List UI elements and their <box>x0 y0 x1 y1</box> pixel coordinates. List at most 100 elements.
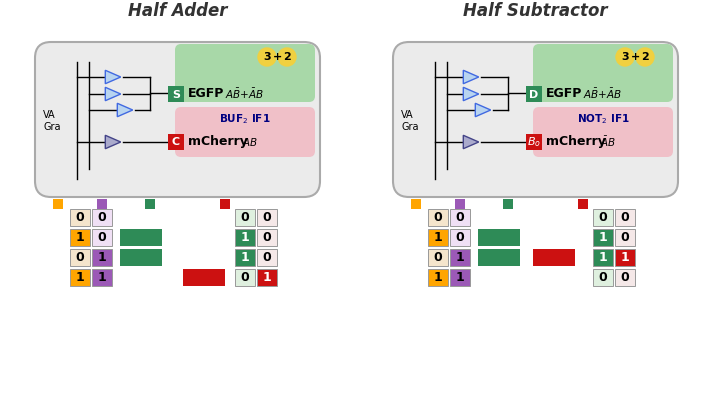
Text: $A\bar{B}$+$\bar{A}B$: $A\bar{B}$+$\bar{A}B$ <box>225 86 264 101</box>
Text: 1: 1 <box>241 231 250 244</box>
Text: 0: 0 <box>434 251 442 264</box>
Bar <box>615 269 635 286</box>
Text: EGFP: EGFP <box>546 87 582 100</box>
Bar <box>428 269 448 286</box>
Text: 0: 0 <box>262 211 271 224</box>
Bar <box>593 209 613 226</box>
Bar <box>70 269 90 286</box>
Bar <box>450 269 470 286</box>
Text: S: S <box>172 90 180 99</box>
Text: BUF$_2$ IF1: BUF$_2$ IF1 <box>219 112 271 126</box>
Bar <box>428 229 448 246</box>
Text: $A\bar{B}$+$\bar{A}B$: $A\bar{B}$+$\bar{A}B$ <box>583 86 622 101</box>
Text: 1: 1 <box>599 251 607 264</box>
Text: 0: 0 <box>262 231 271 244</box>
Polygon shape <box>118 103 133 117</box>
Text: EGFP: EGFP <box>188 87 224 100</box>
Text: +: + <box>630 52 640 62</box>
Bar <box>235 209 255 226</box>
Bar <box>526 86 542 103</box>
Bar <box>526 134 542 150</box>
Text: 1: 1 <box>434 231 442 244</box>
Bar <box>450 209 470 226</box>
Bar <box>92 249 112 266</box>
FancyBboxPatch shape <box>175 44 315 102</box>
Bar <box>615 229 635 246</box>
Text: $\bar{A}B$: $\bar{A}B$ <box>600 135 616 149</box>
Text: mCherry: mCherry <box>546 135 606 148</box>
Text: 1: 1 <box>75 231 85 244</box>
FancyBboxPatch shape <box>393 42 678 197</box>
Text: 0: 0 <box>75 251 85 264</box>
Bar <box>428 209 448 226</box>
Text: VA: VA <box>43 109 56 119</box>
Text: 0: 0 <box>262 251 271 264</box>
Bar <box>53 199 63 209</box>
Bar <box>220 199 230 209</box>
Circle shape <box>278 48 296 66</box>
Text: 2: 2 <box>283 52 291 62</box>
Bar <box>455 199 465 209</box>
Bar <box>183 269 225 286</box>
Text: Half Subtractor: Half Subtractor <box>463 2 608 20</box>
Text: D: D <box>529 90 538 99</box>
Bar <box>92 269 112 286</box>
Circle shape <box>258 48 276 66</box>
FancyBboxPatch shape <box>175 107 315 157</box>
Bar <box>235 229 255 246</box>
Bar <box>257 249 277 266</box>
Text: 1: 1 <box>241 251 250 264</box>
Bar <box>92 209 112 226</box>
Bar <box>450 229 470 246</box>
Bar <box>257 229 277 246</box>
Text: Gra: Gra <box>401 122 419 132</box>
Polygon shape <box>475 103 490 117</box>
Text: 0: 0 <box>241 211 250 224</box>
Text: 0: 0 <box>599 211 607 224</box>
Bar <box>257 269 277 286</box>
Bar <box>533 249 575 266</box>
Polygon shape <box>105 70 120 84</box>
Text: $B_o$: $B_o$ <box>527 135 541 149</box>
Bar <box>257 209 277 226</box>
Text: 1: 1 <box>455 271 465 284</box>
Text: 0: 0 <box>599 271 607 284</box>
Text: 0: 0 <box>98 211 106 224</box>
Bar <box>235 269 255 286</box>
Polygon shape <box>463 135 479 149</box>
Text: 3: 3 <box>621 52 629 62</box>
Bar <box>235 249 255 266</box>
Polygon shape <box>463 87 479 101</box>
Text: 3: 3 <box>263 52 271 62</box>
Circle shape <box>616 48 634 66</box>
Text: 0: 0 <box>621 231 630 244</box>
Bar <box>593 269 613 286</box>
Text: 0: 0 <box>621 211 630 224</box>
Text: Half Adder: Half Adder <box>128 2 227 20</box>
Bar <box>593 249 613 266</box>
Text: $AB$: $AB$ <box>242 136 258 148</box>
Bar <box>578 199 588 209</box>
Bar <box>97 199 107 209</box>
Bar <box>615 249 635 266</box>
Bar <box>120 229 162 246</box>
Text: 0: 0 <box>241 271 250 284</box>
Text: 0: 0 <box>75 211 85 224</box>
Polygon shape <box>105 135 120 149</box>
Text: 0: 0 <box>455 231 465 244</box>
Bar <box>593 229 613 246</box>
Bar <box>70 249 90 266</box>
Bar <box>168 86 184 103</box>
Text: 2: 2 <box>641 52 649 62</box>
Bar <box>478 249 520 266</box>
Text: C: C <box>172 137 180 147</box>
Text: 1: 1 <box>262 271 271 284</box>
Text: 0: 0 <box>621 271 630 284</box>
Bar <box>478 229 520 246</box>
Text: NOT$_2$ IF1: NOT$_2$ IF1 <box>576 112 630 126</box>
Text: +: + <box>272 52 282 62</box>
Polygon shape <box>105 87 120 101</box>
Text: 0: 0 <box>98 231 106 244</box>
Bar <box>615 209 635 226</box>
Text: 0: 0 <box>434 211 442 224</box>
